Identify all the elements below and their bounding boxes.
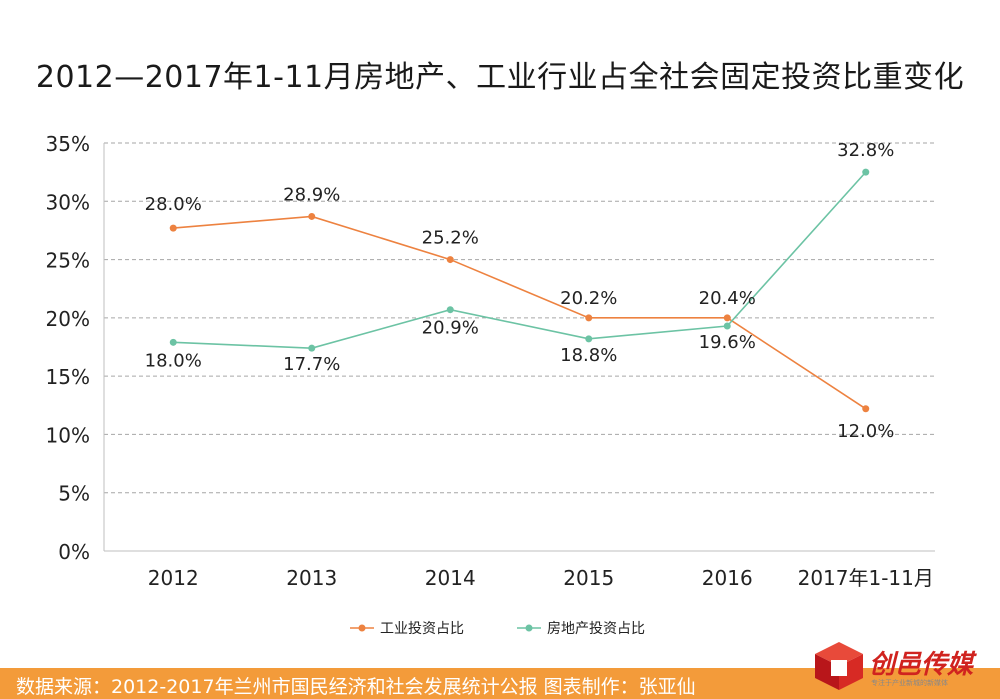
data-point <box>585 335 593 343</box>
chart-title: 2012—2017年1-11月房地产、工业行业占全社会固定投资比重变化 <box>35 60 965 95</box>
data-label: 18.0% <box>145 350 202 371</box>
legend-swatch-marker <box>358 624 366 632</box>
data-source-note: 数据来源：2012-2017年兰州市国民经济和社会发展统计公报 图表制作：张亚仙 <box>16 676 696 698</box>
brand-cube-icon <box>815 642 863 690</box>
legend-swatch-marker <box>525 624 533 632</box>
data-point <box>723 322 731 330</box>
data-label: 17.7% <box>283 354 340 375</box>
data-label: 19.6% <box>699 332 756 353</box>
data-label: 18.8% <box>560 345 617 366</box>
brand-name: 创邑传媒 <box>869 650 974 680</box>
data-label: 28.9% <box>283 184 340 205</box>
data-label: 20.2% <box>560 288 617 309</box>
y-tick-label: 20% <box>46 307 90 331</box>
data-point <box>446 256 454 264</box>
x-tick-label: 2013 <box>286 566 337 590</box>
data-point <box>862 168 870 176</box>
data-point <box>169 338 177 346</box>
data-point <box>308 212 316 220</box>
x-tick-label: 2012 <box>148 566 199 590</box>
data-label: 28.0% <box>145 194 202 215</box>
data-label: 20.9% <box>422 318 479 339</box>
x-tick-label: 2017年1-11月 <box>798 566 934 590</box>
y-tick-label: 30% <box>46 190 90 214</box>
x-tick-label: 2014 <box>425 566 476 590</box>
y-tick-label: 0% <box>58 540 90 564</box>
legend-label: 工业投资占比 <box>380 621 464 637</box>
data-point <box>585 314 593 322</box>
data-point <box>169 224 177 232</box>
data-labels: 28.0% 28.9% 25.2% 20.2% 20.4% 12.0% 18.0% 17.7%… <box>145 140 895 442</box>
x-tick-label: 2016 <box>702 566 753 590</box>
data-point <box>446 306 454 314</box>
data-label: 12.0% <box>837 421 894 442</box>
series-line <box>173 171 867 349</box>
axes: 0% 5% 10% 15% 20% 25% 30% 35% 2012 2013 2014 2015 20… <box>46 132 935 590</box>
y-tick-label: 25% <box>46 249 90 273</box>
data-label: 20.4% <box>699 288 756 309</box>
data-point <box>308 344 316 352</box>
series-lines <box>169 168 870 413</box>
legend: 工业投资占比 房地产投资占比 <box>350 621 645 637</box>
y-tick-label: 10% <box>46 423 90 447</box>
brand-logo: 创邑传媒 专注于产业新城的新媒体 <box>811 636 986 696</box>
y-tick-label: 15% <box>46 365 90 389</box>
data-label: 32.8% <box>837 140 894 161</box>
y-tick-label: 35% <box>46 132 90 156</box>
data-point <box>862 405 870 413</box>
grid-lines <box>104 142 935 494</box>
data-label: 25.2% <box>422 228 479 249</box>
x-tick-label: 2015 <box>563 566 614 590</box>
series-line <box>173 215 867 410</box>
legend-label: 房地产投资占比 <box>547 621 645 637</box>
data-point <box>723 314 731 322</box>
brand-tagline: 专注于产业新城的新媒体 <box>871 679 948 687</box>
y-tick-label: 5% <box>58 482 90 506</box>
